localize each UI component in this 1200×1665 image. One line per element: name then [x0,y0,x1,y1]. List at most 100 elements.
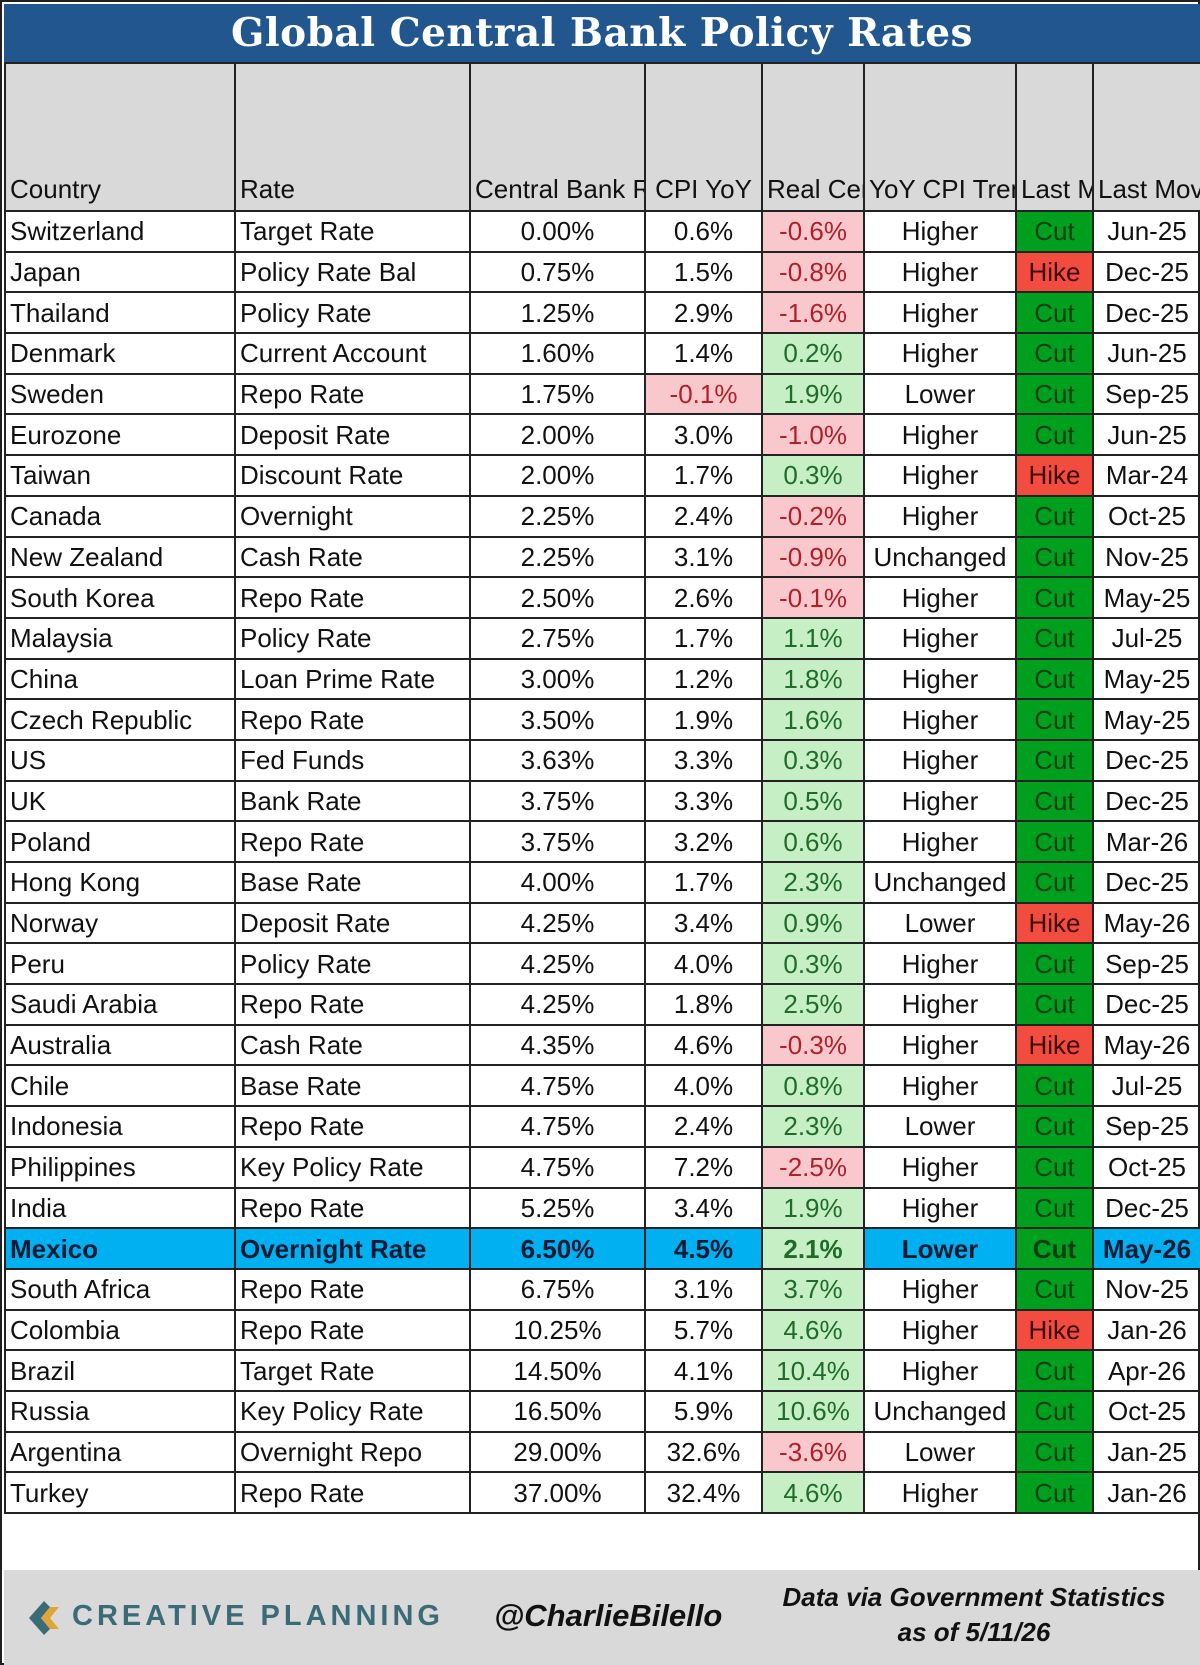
rate-name-cell: Overnight [234,494,471,538]
header-row: Country Rate Central Bank Rate (Today) C… [4,62,1200,212]
country-cell: US [4,738,236,782]
last-move-month-cell: Oct-25 [1092,494,1200,538]
cb-rate-cell: 3.75% [469,779,646,823]
header-cpi-yoy: CPI YoY [644,62,763,212]
table-row: Brazil Target Rate 14.50% 4.1% 10.4% Higher Cu… [4,1349,1200,1392]
rate-name-cell: Current Account [234,332,471,375]
last-move-cell: Cut [1015,1471,1094,1514]
table-row: Sweden Repo Rate 1.75% -0.1% 1.9% Lower Cut Sep… [4,372,1200,416]
cpi-trend-cell: Higher [863,738,1017,782]
table-row: Malaysia Policy Rate 2.75% 1.7% 1.1% Higher Cu… [4,616,1200,660]
cpi-yoy-cell: 3.1% [644,535,763,579]
last-move-cell: Cut [1015,820,1094,863]
rate-name-cell: Discount Rate [234,454,471,497]
last-move-month-cell: May-25 [1092,576,1200,619]
country-cell: Malaysia [4,616,236,660]
country-cell: Chile [4,1064,236,1108]
country-cell: Sweden [4,372,236,416]
rate-name-cell: Policy Rate Bal [234,250,471,294]
cpi-yoy-cell: 1.2% [644,657,763,701]
last-move-month-cell: Oct-25 [1092,1145,1200,1189]
real-rate-cell: 2.5% [761,983,865,1026]
creative-planning-logo-icon [29,1601,59,1635]
cpi-trend-cell: Higher [863,1145,1017,1189]
cb-rate-cell: 0.00% [469,210,646,253]
rate-name-cell: Loan Prime Rate [234,657,471,701]
table-row: Eurozone Deposit Rate 2.00% 3.0% -1.0% Higher… [4,413,1200,457]
table-row: Thailand Policy Rate 1.25% 2.9% -1.6% Higher C… [4,291,1200,335]
cpi-yoy-cell: 1.9% [644,698,763,741]
last-move-month-cell: Oct-25 [1092,1389,1200,1433]
rate-name-cell: Policy Rate [234,942,471,986]
country-cell: India [4,1186,236,1230]
cpi-trend-cell: Lower [863,901,1017,945]
last-move-month-cell: Dec-25 [1092,779,1200,823]
header-cpi-trend: YoY CPI Trend vs. Prior Reading [863,62,1017,212]
country-cell: Peru [4,942,236,986]
real-rate-cell: -2.5% [761,1145,865,1189]
last-move-month-cell: Dec-25 [1092,250,1200,294]
cpi-trend-cell: Higher [863,1023,1017,1067]
cpi-yoy-cell: 32.4% [644,1471,763,1514]
cb-rate-cell: 4.25% [469,901,646,945]
cb-rate-cell: 10.25% [469,1308,646,1352]
cb-rate-cell: 2.00% [469,413,646,457]
table-row: Australia Cash Rate 4.35% 4.6% -0.3% Higher Hi… [4,1023,1200,1067]
table-row: Hong Kong Base Rate 4.00% 1.7% 2.3% Unchanged… [4,861,1200,904]
country-cell: Eurozone [4,413,236,457]
cpi-trend-cell: Higher [863,454,1017,497]
table-row: India Repo Rate 5.25% 3.4% 1.9% Higher Cut Dec-… [4,1186,1200,1230]
rate-name-cell: Repo Rate [234,576,471,619]
table-row: Saudi Arabia Repo Rate 4.25% 1.8% 2.5% Higher… [4,983,1200,1026]
cb-rate-cell: 3.75% [469,820,646,863]
real-rate-cell: 4.6% [761,1471,865,1514]
last-move-month-cell: Mar-26 [1092,820,1200,863]
table-row: Norway Deposit Rate 4.25% 3.4% 0.9% Lower Hike… [4,901,1200,945]
country-cell: Switzerland [4,210,236,253]
last-move-month-cell: May-25 [1092,698,1200,741]
table-row: South Korea Repo Rate 2.50% 2.6% -0.1% Higher… [4,576,1200,619]
cpi-yoy-cell: 4.5% [644,1227,763,1270]
last-move-cell: Cut [1015,291,1094,335]
rate-name-cell: Repo Rate [234,1267,471,1311]
last-move-cell: Cut [1015,1267,1094,1311]
country-cell: New Zealand [4,535,236,579]
last-move-month-cell: May-26 [1092,901,1200,945]
cpi-trend-cell: Higher [863,1471,1017,1514]
country-cell: Brazil [4,1349,236,1392]
country-cell: Denmark [4,332,236,375]
real-rate-cell: 2.3% [761,1105,865,1148]
real-rate-cell: -1.0% [761,413,865,457]
last-move-month-cell: Mar-24 [1092,454,1200,497]
country-cell: Thailand [4,291,236,335]
table-row: Denmark Current Account 1.60% 1.4% 0.2% Highe… [4,332,1200,375]
real-rate-cell: -0.6% [761,210,865,253]
table-row: UK Bank Rate 3.75% 3.3% 0.5% Higher Cut Dec-25 [4,779,1200,823]
country-cell: UK [4,779,236,823]
cpi-trend-cell: Higher [863,820,1017,863]
country-cell: Philippines [4,1145,236,1189]
last-move-cell: Hike [1015,454,1094,497]
policy-rates-table: Country Rate Central Bank Rate (Today) C… [4,62,1200,1514]
cb-rate-cell: 6.50% [469,1227,646,1270]
last-move-cell: Cut [1015,616,1094,660]
country-cell: Poland [4,820,236,863]
last-move-month-cell: Dec-25 [1092,291,1200,335]
table-row: Switzerland Target Rate 0.00% 0.6% -0.6% High… [4,210,1200,253]
brand-name: CREATIVE PLANNING [72,1600,444,1632]
header-rate: Rate [234,62,471,212]
cpi-trend-cell: Unchanged [863,1389,1017,1433]
cpi-trend-cell: Unchanged [863,861,1017,904]
cpi-yoy-cell: 2.6% [644,576,763,619]
cpi-yoy-cell: 1.8% [644,983,763,1026]
last-move-month-cell: Jun-25 [1092,210,1200,253]
last-move-month-cell: Nov-25 [1092,1267,1200,1311]
cb-rate-cell: 5.25% [469,1186,646,1230]
last-move-month-cell: Dec-25 [1092,1186,1200,1230]
rate-name-cell: Overnight Repo [234,1430,471,1474]
real-rate-cell: 10.4% [761,1349,865,1392]
country-cell: Hong Kong [4,861,236,904]
last-move-cell: Cut [1015,1145,1094,1189]
rate-name-cell: Base Rate [234,861,471,904]
